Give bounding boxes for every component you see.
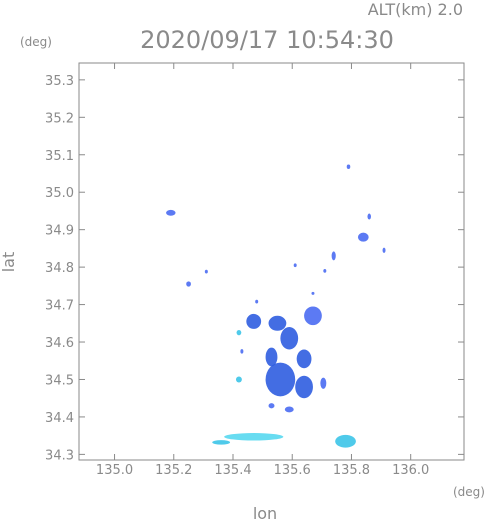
echo-cell [323, 268, 327, 273]
echo-layer [166, 164, 386, 448]
timestamp-title: 2020/09/17 10:54:30 [140, 26, 394, 54]
x-tick-label: 135.0 [96, 463, 133, 478]
echo-cell [284, 406, 294, 413]
y-tick-label: 34.7 [45, 299, 74, 314]
echo-cell [367, 213, 372, 220]
y-tick-label: 34.8 [45, 261, 74, 276]
x-tick-label: 135.8 [333, 463, 370, 478]
x-tick-label: 136.0 [392, 463, 429, 478]
echo-cell [311, 291, 315, 295]
x-tick-label: 135.6 [274, 463, 311, 478]
y-axis-label: lat [0, 252, 18, 273]
x-tick-label: 135.4 [214, 463, 251, 478]
x-axis-unit: (deg) [453, 485, 485, 499]
echo-cell [235, 376, 242, 383]
echo-cell [268, 403, 275, 409]
x-tick-label: 135.2 [155, 463, 192, 478]
y-tick-label: 35.1 [45, 149, 74, 164]
echo-cell [331, 251, 336, 261]
echo-cell [346, 164, 351, 169]
echo-cell [212, 440, 231, 445]
echo-cell [246, 313, 262, 329]
altitude-label: ALT(km) 2.0 [368, 0, 463, 19]
y-tick-label: 35.0 [45, 186, 74, 201]
echo-cell [255, 299, 259, 304]
x-axis-label: lon [253, 504, 277, 521]
echo-cell [335, 434, 356, 448]
y-tick-label: 34.3 [45, 448, 74, 463]
echo-cell [304, 306, 322, 326]
echo-cell [293, 263, 297, 268]
y-tick-label: 34.4 [45, 411, 74, 426]
y-tick-label: 34.9 [45, 224, 74, 239]
echo-cell [236, 330, 242, 336]
plot-frame [78, 62, 465, 461]
echo-cell [224, 433, 284, 441]
echo-cell [265, 347, 278, 367]
echo-cell [280, 327, 299, 350]
y-tick-label: 35.2 [45, 111, 74, 126]
echo-cell [265, 362, 296, 397]
echo-cell [204, 269, 208, 274]
y-tick-label: 34.5 [45, 373, 74, 388]
echo-cell [382, 247, 386, 253]
echo-cell [296, 349, 312, 369]
y-tick-label: 35.3 [45, 74, 74, 89]
echo-cell [357, 232, 369, 242]
y-tick-label: 34.6 [45, 336, 74, 351]
echo-cell [186, 281, 191, 287]
echo-cell [295, 375, 313, 399]
echo-cell [320, 377, 327, 389]
echo-cell [166, 209, 176, 216]
echo-cell [268, 315, 287, 331]
tick-layer: 135.0 135.2 135.4 135.6 135.8 136.0 34.3 34.4 34… [45, 63, 464, 478]
y-axis-unit: (deg) [20, 35, 52, 49]
echo-cell [240, 349, 244, 354]
